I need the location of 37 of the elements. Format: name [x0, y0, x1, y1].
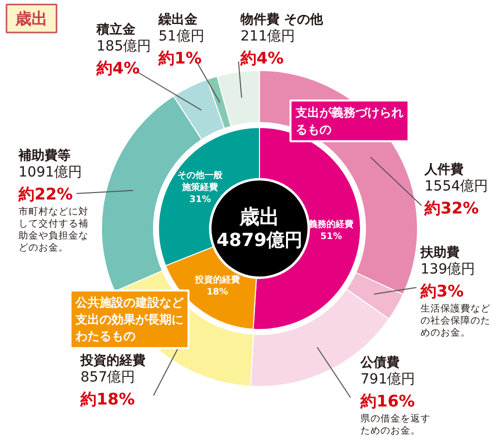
- text: 約18%: [80, 390, 135, 408]
- text: 約22%: [18, 184, 73, 204]
- data-label: 51億円: [158, 28, 204, 44]
- data-label: 791億円: [360, 372, 416, 388]
- text: 約1%: [158, 48, 202, 68]
- data-label: 1091億円: [18, 164, 82, 180]
- chart-title: 歳出: [14, 9, 48, 28]
- slice-label: 補助費等: [18, 148, 70, 164]
- text: 市町村などに対して交付する補助金や負担金などのお金。: [18, 206, 88, 254]
- text: 生活保護費などの社会保障のためのお金。: [420, 304, 490, 338]
- data-label: 18%: [206, 288, 228, 298]
- data-label: 1554億円: [424, 178, 488, 194]
- text: 歳出: [238, 204, 280, 228]
- text: 4879億円: [216, 230, 303, 251]
- text: 約4%: [240, 48, 284, 68]
- slice-label: 人件費: [424, 162, 464, 178]
- text: 県の借金を返すためのお金。: [360, 414, 430, 436]
- slice-label: 繰出金: [158, 12, 198, 28]
- text: 支出が義務づけられるもの: [296, 106, 404, 136]
- text: 約4%: [96, 58, 140, 78]
- slice-label: 扶助費: [420, 246, 460, 260]
- slice-label: 積立金: [96, 22, 136, 38]
- slice-label: その他一般施策経費: [178, 170, 224, 194]
- slice-label: 物件費 その他: [240, 12, 324, 28]
- slice-label: 公債費: [360, 356, 400, 370]
- data-label: 211億円: [240, 28, 296, 44]
- data-label: 51%: [320, 232, 342, 242]
- data-label: 31%: [189, 195, 211, 206]
- slice-label: 投資的経費: [194, 274, 240, 286]
- slice-label: 投資的経費: [80, 354, 146, 368]
- text: 約16%: [360, 392, 415, 410]
- text: 約32%: [424, 198, 479, 218]
- data-label: 139億円: [420, 262, 476, 278]
- data-label: 185億円: [96, 38, 152, 54]
- data-label: 857億円: [80, 370, 136, 386]
- text: 公共施設の建設など支出の効果が長期にわたるもの: [76, 296, 184, 344]
- text: 約3%: [420, 282, 464, 300]
